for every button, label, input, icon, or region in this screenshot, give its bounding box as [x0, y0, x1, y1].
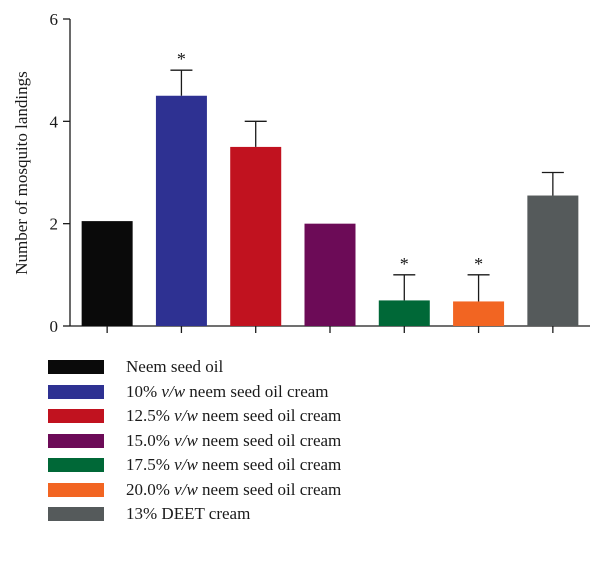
bar-d [304, 223, 356, 326]
legend-swatch [48, 409, 104, 424]
error-bars [170, 69, 564, 302]
y-tick-label: 6 [50, 10, 59, 29]
legend-label-unit: v/w [174, 406, 198, 426]
bar-e [378, 300, 430, 326]
legend-item: 15.0% v/w neem seed oil cream [48, 429, 341, 454]
legend-label: 20.0% v/w neem seed oil cream [126, 480, 341, 500]
legend-item: 10% v/w neem seed oil cream [48, 380, 341, 405]
significance-asterisk: * [400, 254, 409, 274]
legend-item: Neem seed oil [48, 355, 341, 380]
x-tick-label: B [176, 341, 187, 345]
legend-label-unit: v/w [174, 479, 198, 499]
legend-item: 13% DEET cream [48, 502, 341, 527]
legend-swatch [48, 482, 104, 497]
legend-label-text: neem seed oil cream [197, 430, 342, 450]
legend-label-text: 20.0% [126, 479, 175, 499]
significance-markers: * * * [177, 49, 483, 274]
legend-label-text: 17.5% [126, 455, 175, 475]
legend-label: 15.0% v/w neem seed oil cream [126, 431, 341, 451]
legend-swatch [48, 507, 104, 522]
x-tick-label: D [323, 341, 337, 345]
legend-item: 17.5% v/w neem seed oil cream [48, 453, 341, 478]
legend-label-unit: v/w [174, 455, 198, 475]
y-axis-label: Number of mosquito landings [12, 71, 31, 275]
bar-b [155, 95, 207, 326]
x-axis: A B C D E F G [70, 325, 590, 361]
legend-item: 20.0% v/w neem seed oil cream [48, 478, 341, 503]
bar-c [230, 146, 282, 326]
x-tick-label: C [250, 341, 263, 345]
legend-label-text: 15.0% [126, 430, 175, 450]
legend-swatch [48, 433, 104, 448]
legend-label-text: neem seed oil cream [197, 479, 342, 499]
bar-a [81, 221, 133, 326]
chart-canvas: 0 2 4 6 A B C D E F G * * * Number of mosquito land… [12, 10, 590, 361]
y-tick-label: 2 [50, 215, 59, 234]
legend-label: 12.5% v/w neem seed oil cream [126, 406, 341, 426]
y-tick-label: 4 [50, 112, 59, 131]
legend-label-unit: v/w [161, 381, 186, 401]
x-tick-label: A [101, 341, 114, 345]
legend: Neem seed oil 10% v/w neem seed oil cream… [48, 355, 341, 527]
legend-swatch [48, 458, 104, 473]
bars [81, 95, 579, 326]
bar-chart: 0 2 4 6 A B C D E F G * * * Number of mosquito land… [12, 10, 590, 361]
legend-item: 12.5% v/w neem seed oil cream [48, 404, 341, 429]
bar-g [527, 195, 579, 326]
legend-label-unit: v/w [174, 430, 198, 450]
bar-f [453, 301, 505, 326]
y-axis: 0 2 4 6 [50, 10, 71, 336]
legend-label: Neem seed oil [126, 357, 223, 377]
legend-label-text: neem seed oil cream [197, 455, 342, 475]
x-tick-label: F [472, 341, 485, 345]
y-tick-label: 0 [50, 317, 59, 336]
legend-label-text: 13% DEET cream [126, 504, 251, 524]
legend-label: 17.5% v/w neem seed oil cream [126, 455, 341, 475]
legend-label-text: 12.5% [126, 406, 175, 426]
significance-asterisk: * [177, 49, 186, 69]
legend-label-text: Neem seed oil [126, 357, 224, 377]
x-tick-label: G [546, 341, 559, 345]
legend-swatch [48, 360, 104, 375]
legend-swatch [48, 384, 104, 399]
legend-label: 10% v/w neem seed oil cream [126, 382, 329, 402]
significance-asterisk: * [474, 254, 483, 274]
x-tick-label: E [398, 341, 410, 345]
legend-label: 13% DEET cream [126, 504, 250, 524]
legend-label-text: 10% [126, 381, 162, 401]
legend-label-text: neem seed oil cream [197, 406, 342, 426]
legend-label-text: neem seed oil cream [185, 381, 329, 401]
